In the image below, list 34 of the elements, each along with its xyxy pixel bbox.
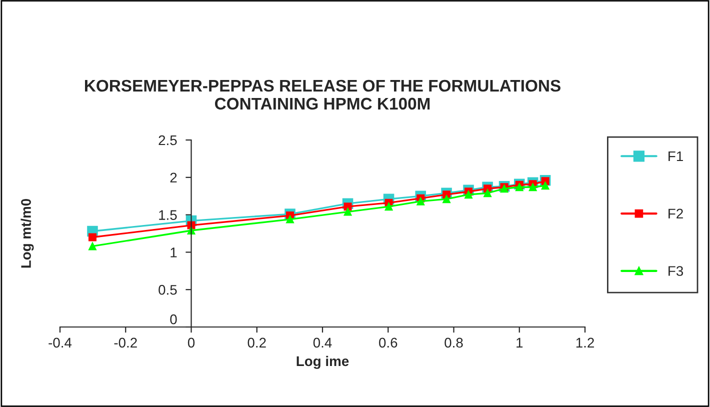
point bbox=[88, 233, 96, 242]
x-axis-title: Log ime bbox=[296, 356, 349, 369]
point bbox=[515, 183, 524, 192]
x-tick-label: 0.2 bbox=[248, 338, 266, 348]
point bbox=[541, 182, 550, 190]
legend-label: F2 bbox=[668, 208, 683, 218]
x-tick-label: 1.2 bbox=[576, 338, 594, 348]
x-tick-label: 0 bbox=[188, 338, 195, 348]
x-tick-label: 0.6 bbox=[379, 338, 398, 348]
y-tick-label: 2 bbox=[170, 172, 177, 182]
y-tick-label: 1 bbox=[170, 248, 177, 258]
chart-title: KORSEMEYER-PEPPAS RELEASE OF THE FORMULATIONS CONTAINING HPMC K100M bbox=[85, 80, 560, 110]
point bbox=[464, 190, 473, 199]
point bbox=[344, 202, 352, 211]
point bbox=[286, 215, 294, 224]
point bbox=[484, 189, 492, 198]
x-tick-label: -0.2 bbox=[114, 338, 137, 348]
x-tick-label: 0.4 bbox=[313, 338, 332, 348]
point bbox=[528, 183, 537, 192]
x-tick-label: -0.4 bbox=[48, 338, 72, 348]
y-tick-label: 0.5 bbox=[158, 284, 177, 295]
point bbox=[416, 197, 425, 206]
y-tick-label: 1.5 bbox=[159, 210, 177, 220]
point bbox=[88, 242, 96, 250]
x-tick-label: 0.8 bbox=[444, 338, 463, 348]
point bbox=[344, 208, 352, 216]
y-axis-title: Log mt/m0 bbox=[20, 198, 34, 268]
y-tick-label: 0 bbox=[170, 314, 177, 324]
y-tick-label: 2.5 bbox=[158, 135, 177, 146]
point bbox=[384, 202, 393, 211]
legend-label: F1 bbox=[668, 151, 683, 161]
x-tick-label: 1 bbox=[516, 338, 523, 348]
point bbox=[442, 195, 451, 204]
legend-label: F3 bbox=[668, 266, 684, 276]
